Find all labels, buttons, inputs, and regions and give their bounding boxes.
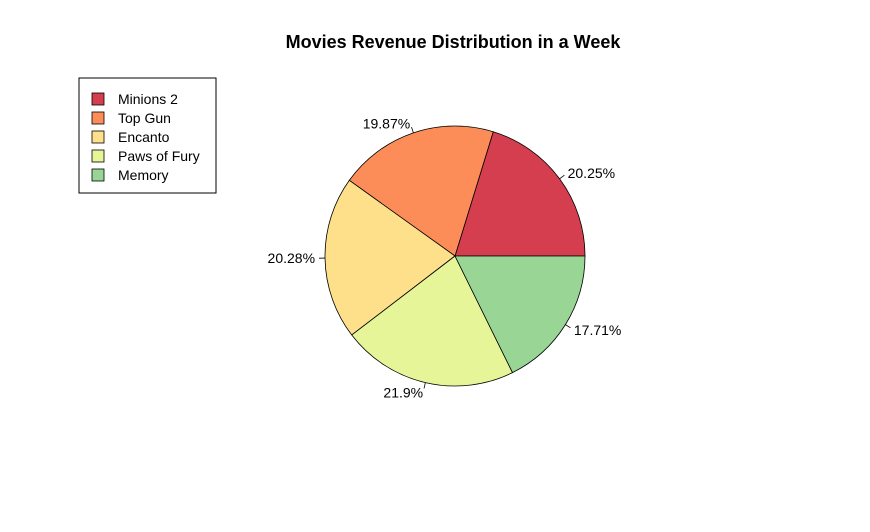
pie-slice-minions-2 bbox=[454, 131, 586, 257]
pie-slice-top-gun bbox=[348, 125, 494, 257]
legend-label-minions-2: Minions 2 bbox=[118, 91, 178, 107]
pie-label-memory: 17.71% bbox=[574, 322, 621, 338]
pie-label-tick bbox=[565, 324, 571, 329]
pie-slices bbox=[324, 125, 586, 387]
pie-label-top-gun: 19.87% bbox=[363, 115, 410, 131]
legend: Minions 2 Top Gun Encanto Paws of Fury Memor… bbox=[78, 77, 217, 194]
pie-slice-memory bbox=[454, 255, 586, 374]
pie-labels: 20.25% 19.87% 20.28% 21.9% 17.71% bbox=[268, 115, 622, 400]
legend-swatch-memory bbox=[91, 168, 105, 182]
pie-slice-paws-of-fury bbox=[351, 255, 514, 387]
legend-swatch-paws-of-fury bbox=[91, 149, 105, 163]
pie-label-tick bbox=[411, 127, 414, 133]
legend-label-top-gun: Top Gun bbox=[118, 110, 171, 126]
legend-label-paws-of-fury: Paws of Fury bbox=[118, 148, 200, 164]
legend-label-memory: Memory bbox=[118, 167, 169, 183]
pie-label-paws-of-fury: 21.9% bbox=[383, 384, 423, 400]
pie-label-tick bbox=[423, 382, 426, 389]
pie-label-minions-2: 20.25% bbox=[568, 165, 615, 181]
legend-swatch-encanto bbox=[91, 130, 105, 144]
legend-label-encanto: Encanto bbox=[118, 129, 170, 145]
pie-label-tick bbox=[559, 174, 565, 180]
chart-title: Movies Revenue Distribution in a Week bbox=[286, 32, 622, 52]
pie-label-encanto: 20.28% bbox=[268, 250, 315, 266]
legend-swatch-minions-2 bbox=[91, 92, 105, 106]
legend-swatch-top-gun bbox=[91, 111, 105, 125]
